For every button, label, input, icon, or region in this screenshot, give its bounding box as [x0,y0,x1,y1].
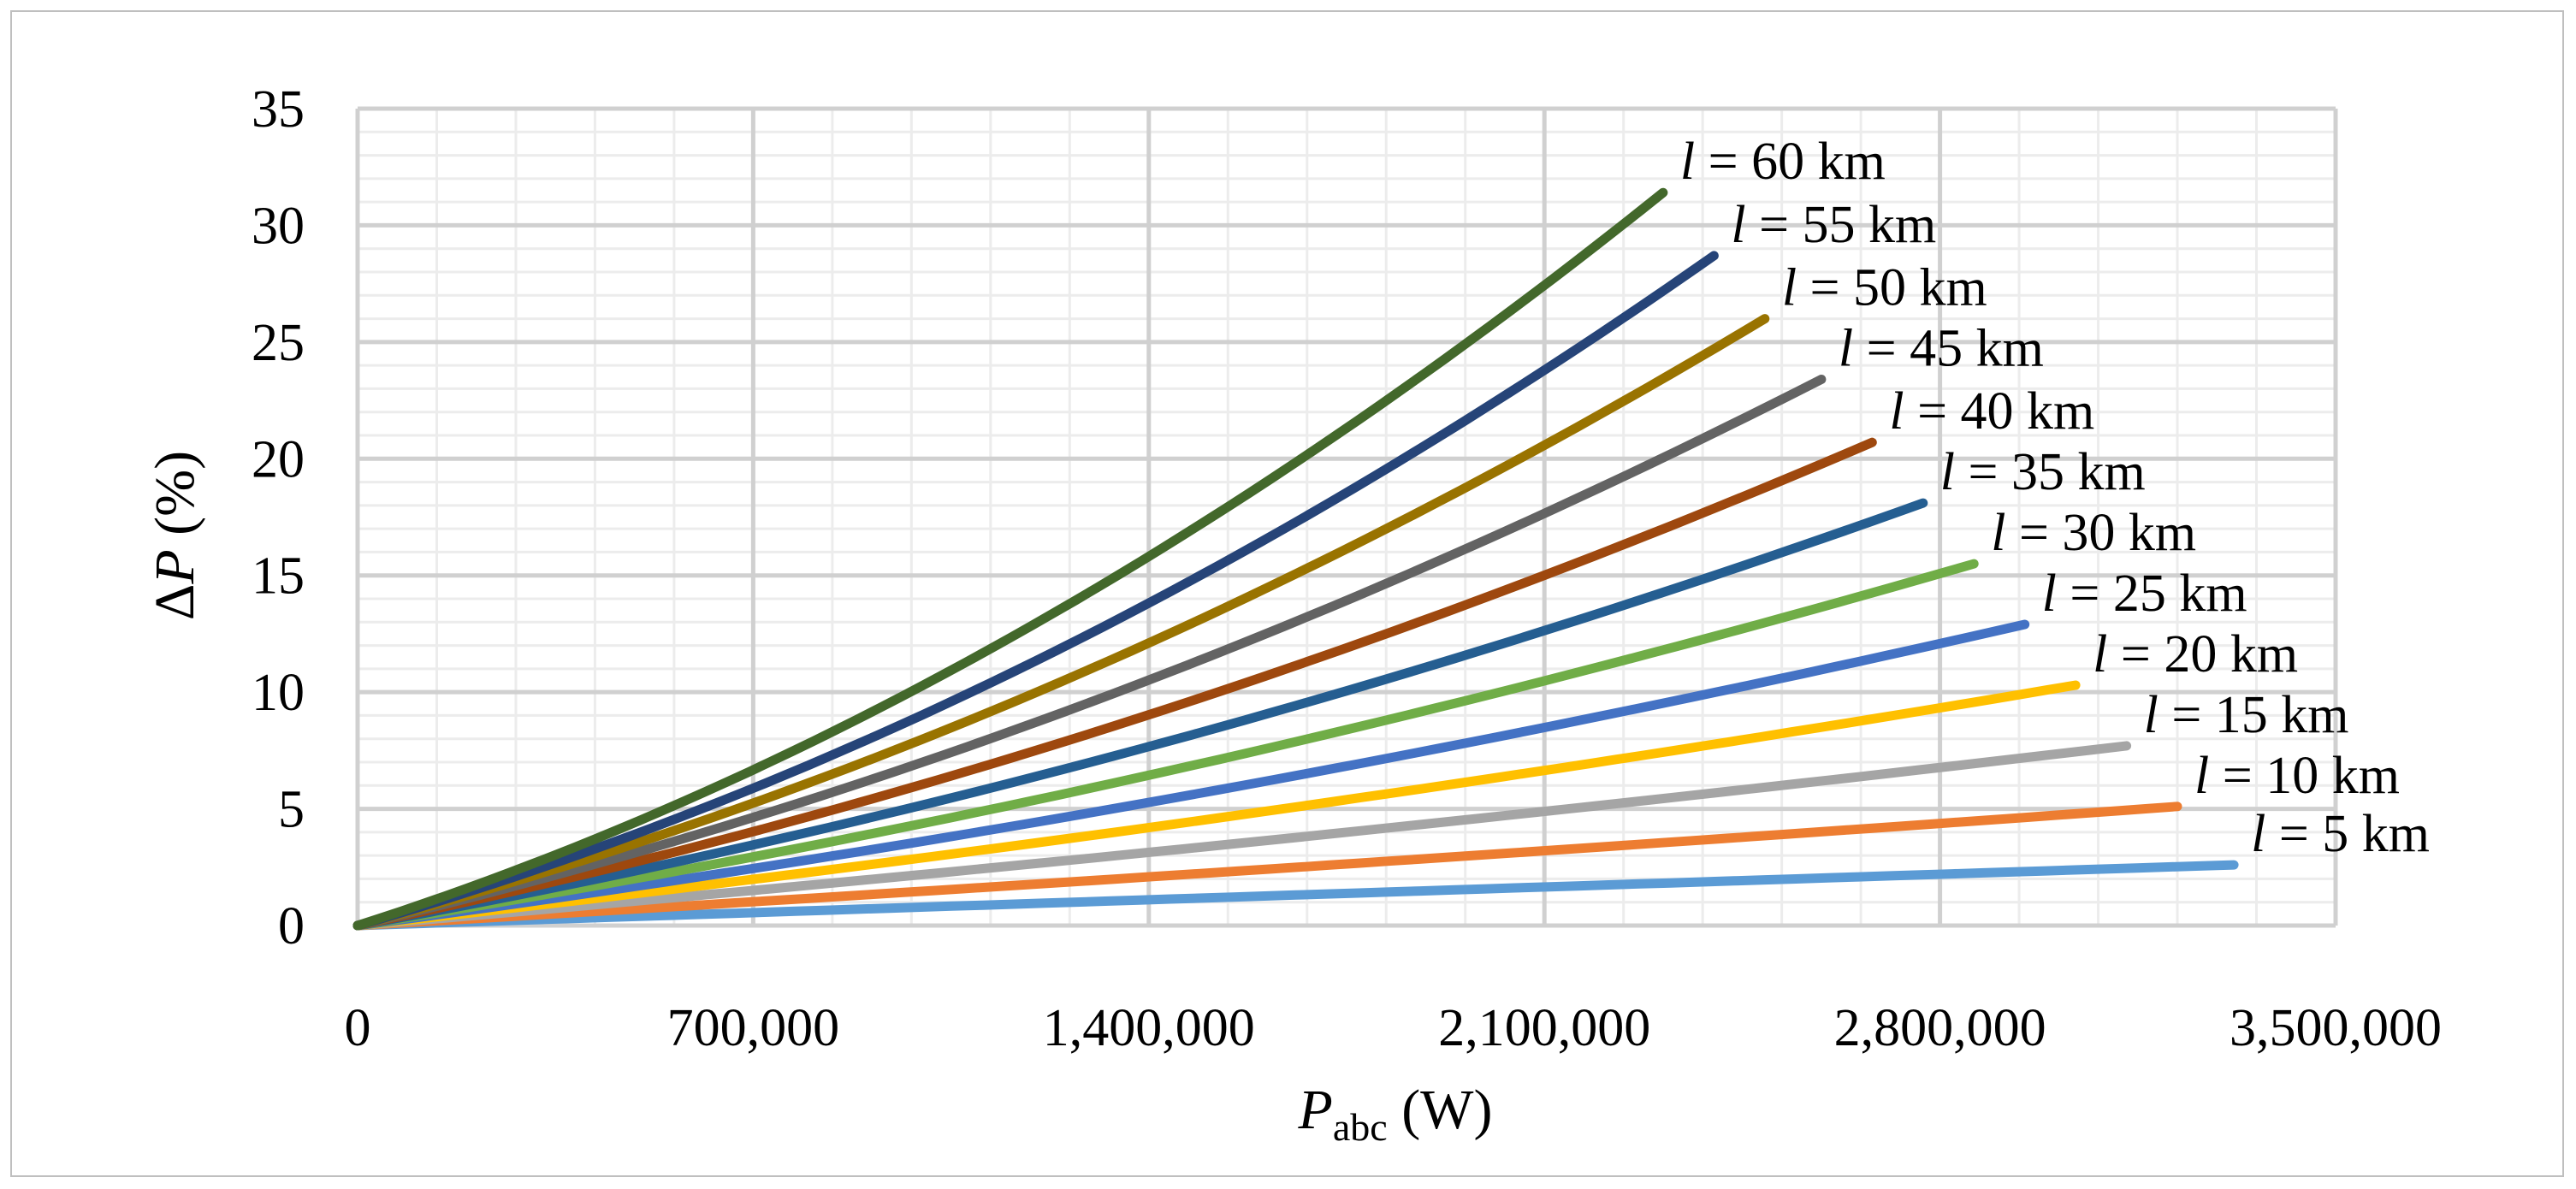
series-label-text: = 40 km [1904,382,2095,441]
series-label: l = 10 km [2194,747,2400,805]
series-line-55-km [352,251,1719,931]
series-line-40-km [352,437,1877,931]
y-tick-label: 0 [278,897,305,955]
series-line-10-km [352,802,2182,931]
series-label: l = 25 km [2042,565,2247,623]
series-label-var: l [1680,133,1695,191]
y-tick-label: 35 [252,80,305,139]
series-label-text: = 45 km [1853,320,2044,378]
series-line-35-km [352,498,1928,931]
series-label-text: = 35 km [1955,443,2146,501]
x-axis-title-var: P [1298,1079,1333,1141]
series-label-var: l [1731,196,1745,254]
series-label-text: = 5 km [2265,805,2430,863]
series-label-var: l [2194,747,2209,805]
series-line-15-km [352,741,2132,931]
series-label: l = 55 km [1731,196,1936,254]
series-label-text: = 55 km [1746,196,1937,254]
y-axis-title-unit: (%) [144,451,206,549]
series-label-var: l [1889,382,1904,441]
y-axis-title-var: P [144,549,206,584]
series-label-var: l [1782,259,1797,317]
series-label-text: = 15 km [2159,686,2349,744]
series-line-50-km [352,314,1770,931]
series-lines [352,187,2239,931]
y-axis-title: ΔP (%) [144,451,206,620]
series-label: l = 45 km [1839,320,2044,378]
x-tick-label: 1,400,000 [1043,999,1255,1057]
series-label-text: = 10 km [2209,747,2400,805]
x-tick-label: 2,800,000 [1834,999,2046,1057]
series-label: l = 30 km [1991,504,2196,562]
y-axis-title-prefix: Δ [144,584,206,620]
series-label-var: l [1940,443,1955,501]
series-label-var: l [2042,565,2057,623]
series-label-var: l [1839,320,1853,378]
x-axis-title-unit: (W) [1388,1079,1493,1141]
series-label-var: l [1991,504,2005,562]
series-label-var: l [2093,625,2107,683]
series-label-text: = 25 km [2057,565,2247,623]
series-labels: l = 5 kml = 10 kml = 15 kml = 20 kml = 2… [1680,133,2430,863]
line-chart: 0 5 10 15 20 25 30 35 0 700,000 1,400,000 2,100,00… [144,80,2443,1149]
chart-frame: 0 5 10 15 20 25 30 35 0 700,000 1,400,000 2,100,00… [10,10,2564,1177]
series-label: l = 50 km [1782,259,1987,317]
series-label-text: = 60 km [1695,133,1886,191]
series-label-text: = 30 km [2005,504,2196,562]
series-label: l = 40 km [1889,382,2094,441]
series-label: l = 5 km [2251,805,2430,863]
x-axis-title: Pabc (W) [1298,1079,1493,1149]
series-label-var: l [2144,686,2159,744]
x-axis-ticks: 0 700,000 1,400,000 2,100,000 2,800,000 3,500… [345,999,2443,1057]
series-label-text: = 20 km [2107,625,2298,683]
x-axis-title-subscript: abc [1333,1105,1388,1149]
series-line-30-km [352,559,1979,931]
series-line-25-km [352,619,2030,931]
series-line-45-km [352,375,1827,931]
y-tick-label: 30 [252,197,305,255]
y-tick-label: 25 [252,314,305,372]
series-line-60-km [352,187,1668,931]
series-label-text: = 50 km [1797,259,1987,317]
y-tick-label: 20 [252,430,305,488]
series-label: l = 20 km [2093,625,2298,683]
x-tick-label: 3,500,000 [2230,999,2442,1057]
series-label: l = 60 km [1680,133,1886,191]
x-tick-label: 700,000 [667,999,840,1057]
y-tick-label: 15 [252,547,305,606]
series-label-var: l [2251,805,2265,863]
y-tick-label: 5 [278,781,305,839]
series-label: l = 35 km [1940,443,2146,501]
series-line-5-km [352,860,2239,931]
x-tick-label: 2,100,000 [1438,999,1650,1057]
x-tick-label: 0 [345,999,371,1057]
series-line-20-km [352,680,2081,931]
y-tick-label: 10 [252,664,305,722]
series-label: l = 15 km [2144,686,2349,744]
y-axis-ticks: 0 5 10 15 20 25 30 35 [252,80,305,955]
